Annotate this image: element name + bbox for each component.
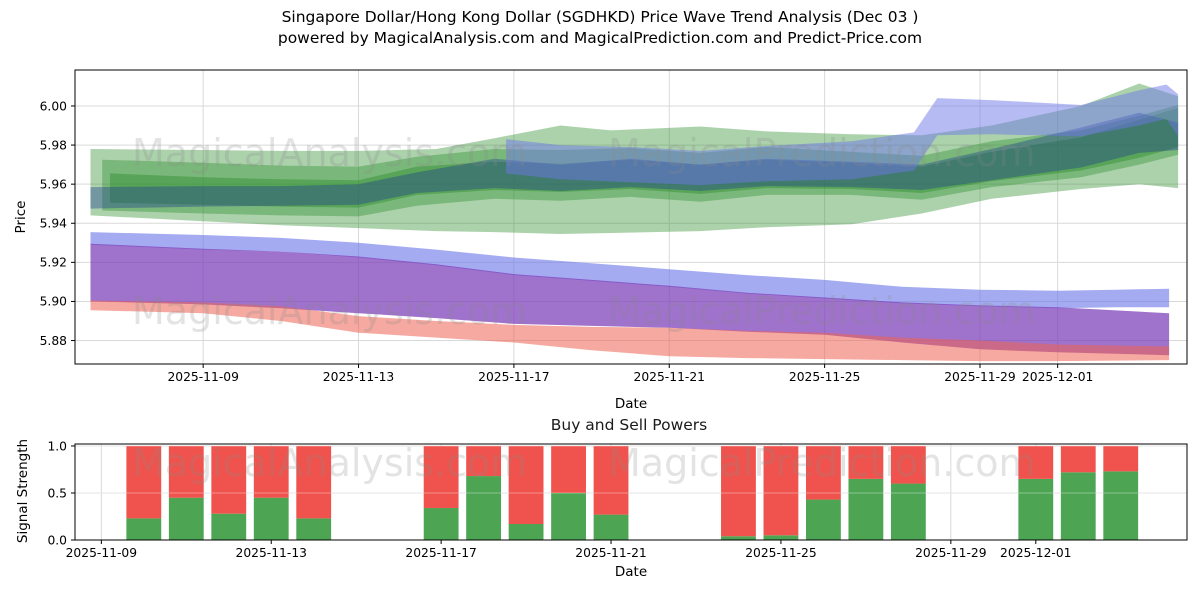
watermark-text: MagicalPrediction.com (608, 131, 1036, 175)
sell-power-bar (508, 445, 544, 525)
sell-power-bar (763, 445, 799, 536)
figure-title-line2: powered by MagicalAnalysis.com and Magic… (277, 29, 923, 47)
y-tick-label: 1.0 (47, 439, 67, 453)
sell-power-bar (593, 445, 629, 515)
watermark-text: MagicalPrediction.com (608, 289, 1036, 333)
figure-title: Singapore Dollar/Hong Kong Dollar (SGDHK… (0, 7, 1200, 49)
y-tick-label: 5.94 (40, 217, 68, 231)
signal-strength-axis-title: Signal Strength (15, 438, 31, 544)
buy-power-bar (296, 518, 332, 540)
buy-power-bar (1060, 472, 1096, 540)
sell-power-bar (1060, 445, 1096, 473)
buy-power-bar (466, 476, 502, 540)
y-tick-label: 5.90 (40, 295, 67, 309)
buy-power-bar (551, 492, 586, 540)
bottom-date-axis-title: Date (614, 564, 648, 580)
y-tick-label: 5.88 (40, 334, 67, 348)
watermark-text: MagicalAnalysis.com (132, 131, 527, 175)
x-tick-label: 2025-11-13 (236, 546, 307, 560)
price-band-green-inner (110, 107, 1179, 208)
sell-power-bar (126, 445, 162, 519)
sell-power-bar (423, 445, 459, 509)
top-date-axis-title: Date (614, 396, 648, 412)
bottom-chart-frame (74, 443, 1188, 541)
buy-power-bar (211, 513, 247, 540)
buy-power-bar (805, 499, 841, 540)
top-chart-ticks: 2025-11-09 2025-11-13 2025-11-17 2025-11-21… (40, 99, 1094, 384)
sell-power-bar (551, 445, 586, 493)
top-chart-bands (90, 83, 1179, 362)
x-tick-label: 2025-11-29 (915, 546, 986, 560)
price-band-purple (90, 243, 1170, 356)
x-tick-label: 2025-11-21 (575, 546, 646, 560)
sell-power-bar (1018, 445, 1054, 479)
top-chart-frame (74, 69, 1188, 365)
x-tick-label: 2025-11-17 (405, 546, 476, 560)
sell-power-bar (466, 445, 502, 477)
x-tick-label: 2025-11-25 (789, 370, 860, 384)
sell-power-bar (848, 445, 884, 479)
buy-power-bar (423, 508, 459, 540)
sell-power-bar (253, 445, 289, 498)
sell-power-bar (890, 445, 926, 484)
y-tick-label: 6.00 (40, 99, 67, 113)
sell-power-bar (1103, 445, 1139, 472)
y-tick-label: 5.96 (40, 177, 68, 191)
x-tick-label: 2025-11-21 (634, 370, 705, 384)
buy-power-bar (508, 524, 544, 540)
buy-power-bar (593, 514, 629, 540)
buy-power-bar (126, 518, 162, 540)
sell-power-bar (211, 445, 247, 514)
sell-power-bar (721, 445, 756, 537)
watermark-text: MagicalAnalysis.com (132, 289, 527, 333)
x-tick-label: 2025-12-01 (1022, 370, 1093, 384)
buy-power-bar (763, 535, 799, 540)
buy-sell-powers-title: Buy and Sell Powers (550, 416, 708, 434)
watermark-text: MagicalPrediction.com (608, 441, 1036, 485)
sell-power-bar (168, 445, 204, 498)
x-tick-label: 2025-12-01 (1000, 546, 1071, 560)
y-tick-label: 5.92 (40, 256, 67, 270)
buy-power-bar (890, 483, 926, 540)
x-tick-label: 2025-11-13 (323, 370, 394, 384)
bottom-chart-bars (75, 445, 1187, 540)
price-band-blue-lower (90, 232, 1170, 309)
price-band-periwinkle (506, 84, 1179, 186)
sell-power-bar (805, 445, 841, 500)
x-tick-label: 2025-11-25 (745, 546, 816, 560)
y-tick-label: 0.5 (47, 486, 67, 500)
buy-power-bar (1103, 471, 1139, 540)
buy-power-bar (721, 536, 756, 540)
x-tick-label: 2025-11-09 (66, 546, 137, 560)
y-tick-label: 5.98 (40, 138, 67, 152)
watermark-text: MagicalAnalysis.com (132, 441, 527, 485)
buy-power-bar (168, 497, 204, 540)
x-tick-label: 2025-11-29 (944, 370, 1015, 384)
buy-power-bar (848, 478, 884, 540)
figure-title-line1: Singapore Dollar/Hong Kong Dollar (SGDHK… (281, 8, 919, 26)
watermarks: MagicalAnalysis.com MagicalPrediction.com… (132, 131, 1036, 485)
x-tick-label: 2025-11-09 (167, 370, 238, 384)
x-tick-label: 2025-11-17 (478, 370, 549, 384)
bottom-chart-ticks: 2025-11-09 2025-11-13 2025-11-17 2025-11-21… (47, 439, 1071, 560)
y-tick-label: 0.0 (47, 533, 67, 547)
price-band-red (90, 300, 1170, 362)
buy-power-bar (1018, 478, 1054, 540)
sell-power-bar (296, 445, 332, 519)
price-axis-title: Price (13, 200, 29, 234)
buy-power-bar (253, 497, 289, 540)
